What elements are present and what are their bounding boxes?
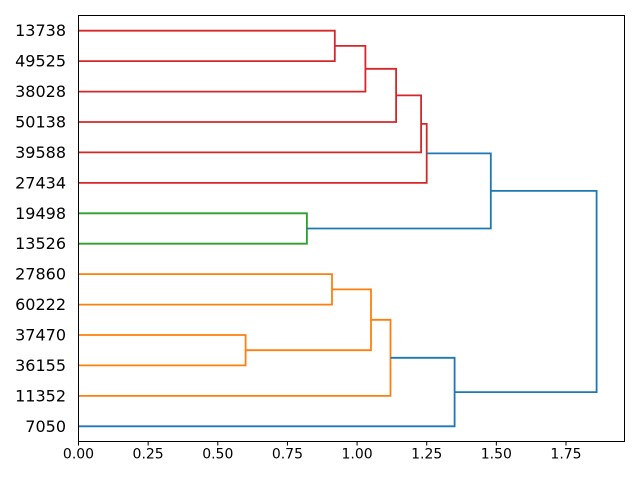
leaf-label: 13526	[15, 234, 66, 253]
leaf-label: 19498	[15, 204, 66, 223]
dendrogram-link-M1	[78, 212, 308, 245]
dendrogram-link-M6	[78, 67, 397, 123]
leaf-label: 11352	[15, 386, 66, 405]
leaf-label: 39588	[15, 143, 66, 162]
dendrogram-link-M2	[78, 273, 333, 306]
x-tick-label: 0.75	[272, 447, 303, 463]
dendrogram-link-M8	[78, 94, 422, 154]
dendrogram-link-M4	[78, 45, 367, 93]
dendrogram-link-M12	[454, 190, 598, 393]
leaf-label: 60222	[15, 295, 66, 314]
plot-border	[78, 15, 625, 442]
dendrogram-link-M11	[306, 152, 492, 230]
dendrogram-link-M5	[245, 288, 372, 352]
leaf-label: 13738	[15, 21, 66, 40]
leaf-label: 38028	[15, 82, 66, 101]
dendrogram-link-M9	[78, 123, 428, 184]
x-tick-label: 1.50	[481, 447, 512, 463]
leaf-label: 49525	[15, 52, 66, 71]
dendrogram-link-M10	[78, 356, 456, 428]
x-tick-label: 1.75	[550, 447, 581, 463]
x-tick-label: 0.00	[63, 447, 94, 463]
leaf-label: 7050	[25, 417, 66, 436]
leaf-label: 27860	[15, 265, 66, 284]
leaf-label: 37470	[15, 326, 66, 345]
dendrogram-link-M0	[78, 334, 247, 367]
x-tick-label: 0.25	[133, 447, 164, 463]
x-tick-label: 1.25	[411, 447, 442, 463]
leaf-label: 27434	[15, 173, 66, 192]
leaf-label: 50138	[15, 113, 66, 132]
x-tick-label: 0.50	[202, 447, 233, 463]
dendrogram-link-M3	[78, 29, 336, 62]
leaf-label: 36155	[15, 356, 66, 375]
x-tick-label: 1.00	[341, 447, 372, 463]
dendrogram-link-M7	[78, 318, 392, 397]
